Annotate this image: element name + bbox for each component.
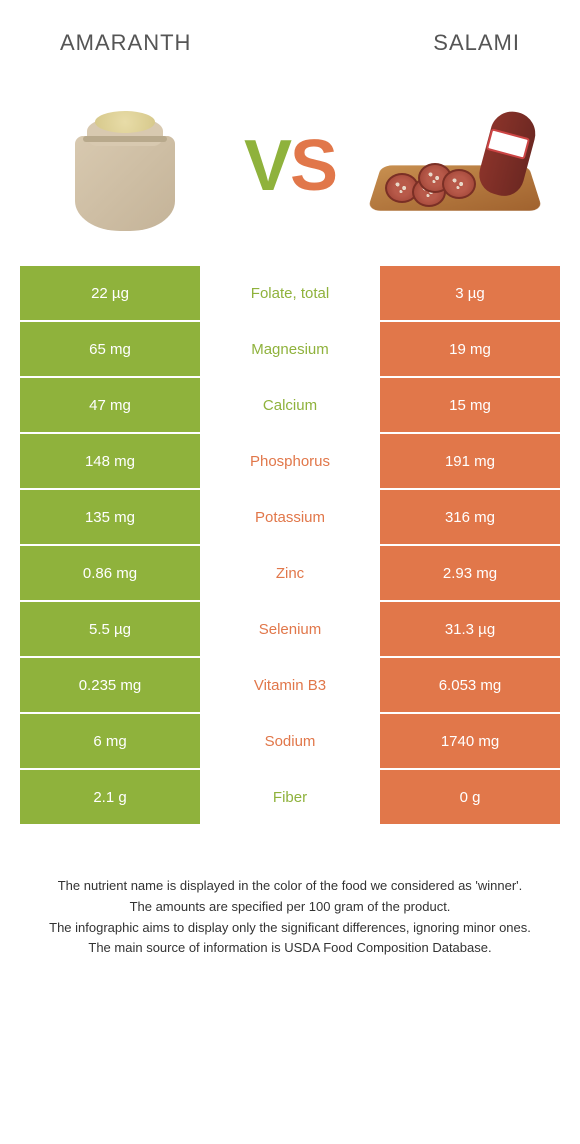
nutrient-label: Zinc <box>200 546 380 600</box>
table-row: 6 mgSodium1740 mg <box>20 714 560 770</box>
right-value: 3 µg <box>380 266 560 320</box>
nutrient-label: Calcium <box>200 378 380 432</box>
salami-icon <box>370 111 540 221</box>
table-row: 148 mgPhosphorus191 mg <box>20 434 560 490</box>
nutrient-label: Sodium <box>200 714 380 768</box>
right-value: 1740 mg <box>380 714 560 768</box>
left-value: 22 µg <box>20 266 200 320</box>
left-value: 5.5 µg <box>20 602 200 656</box>
nutrient-label: Fiber <box>200 770 380 824</box>
images-row: VS <box>0 76 580 266</box>
left-value: 0.235 mg <box>20 658 200 712</box>
left-value: 6 mg <box>20 714 200 768</box>
header: AMARANTH SALAMI <box>0 0 580 76</box>
vs-s: S <box>290 126 336 206</box>
right-value: 31.3 µg <box>380 602 560 656</box>
left-food-image <box>40 96 210 236</box>
footer-line: The nutrient name is displayed in the co… <box>30 876 550 897</box>
table-row: 5.5 µgSelenium31.3 µg <box>20 602 560 658</box>
table-row: 47 mgCalcium15 mg <box>20 378 560 434</box>
right-food-image <box>370 96 540 236</box>
footer-line: The infographic aims to display only the… <box>30 918 550 939</box>
right-value: 15 mg <box>380 378 560 432</box>
right-food-title: SALAMI <box>433 30 520 56</box>
table-row: 0.86 mgZinc2.93 mg <box>20 546 560 602</box>
table-row: 2.1 gFiber0 g <box>20 770 560 826</box>
right-value: 19 mg <box>380 322 560 376</box>
nutrient-label: Folate, total <box>200 266 380 320</box>
left-value: 2.1 g <box>20 770 200 824</box>
right-value: 2.93 mg <box>380 546 560 600</box>
table-row: 22 µgFolate, total3 µg <box>20 266 560 322</box>
nutrient-label: Potassium <box>200 490 380 544</box>
nutrient-label: Magnesium <box>200 322 380 376</box>
table-row: 0.235 mgVitamin B36.053 mg <box>20 658 560 714</box>
footer-line: The amounts are specified per 100 gram o… <box>30 897 550 918</box>
right-value: 6.053 mg <box>380 658 560 712</box>
left-value: 148 mg <box>20 434 200 488</box>
right-value: 191 mg <box>380 434 560 488</box>
nutrient-label: Phosphorus <box>200 434 380 488</box>
nutrient-table: 22 µgFolate, total3 µg65 mgMagnesium19 m… <box>20 266 560 826</box>
right-value: 316 mg <box>380 490 560 544</box>
nutrient-label: Selenium <box>200 602 380 656</box>
left-food-title: AMARANTH <box>60 30 191 56</box>
amaranth-sack-icon <box>65 101 185 231</box>
footer-notes: The nutrient name is displayed in the co… <box>0 826 580 989</box>
vs-v: V <box>244 126 290 206</box>
left-value: 47 mg <box>20 378 200 432</box>
left-value: 0.86 mg <box>20 546 200 600</box>
nutrient-label: Vitamin B3 <box>200 658 380 712</box>
left-value: 65 mg <box>20 322 200 376</box>
right-value: 0 g <box>380 770 560 824</box>
table-row: 135 mgPotassium316 mg <box>20 490 560 546</box>
left-value: 135 mg <box>20 490 200 544</box>
table-row: 65 mgMagnesium19 mg <box>20 322 560 378</box>
vs-label: VS <box>244 125 336 207</box>
footer-line: The main source of information is USDA F… <box>30 938 550 959</box>
